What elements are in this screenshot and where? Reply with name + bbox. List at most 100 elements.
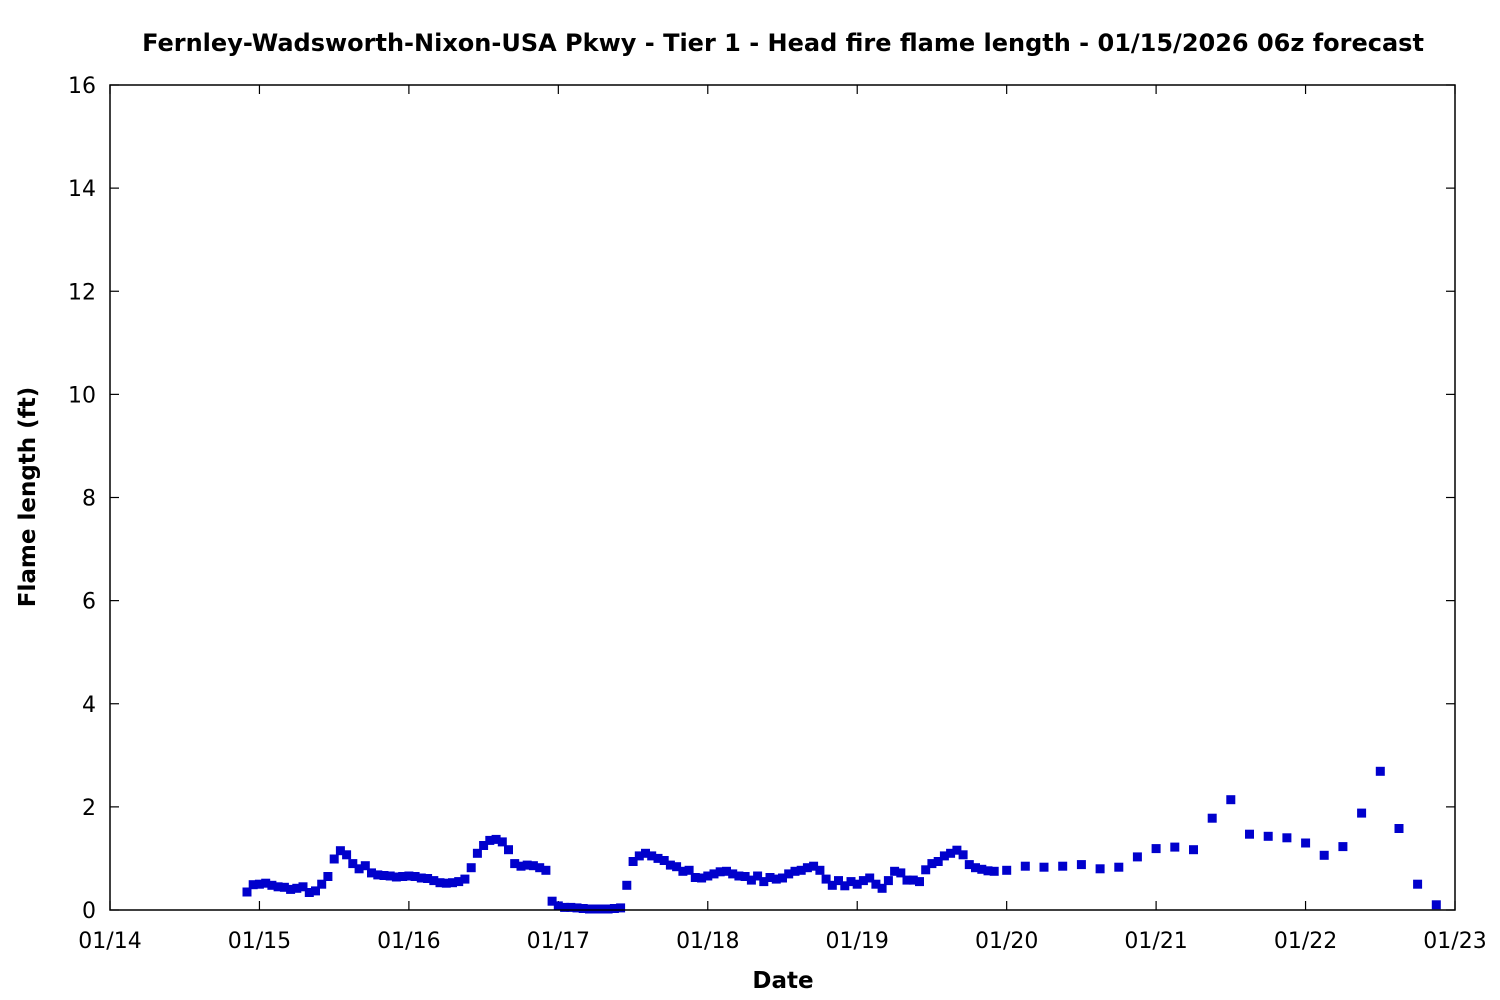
data-point <box>659 856 669 865</box>
data-point <box>709 869 719 879</box>
data-point <box>734 871 744 881</box>
data-point <box>840 881 850 891</box>
data-point <box>1207 813 1217 823</box>
x-tick-label: 01/23 <box>1423 929 1486 954</box>
data-point <box>454 877 464 887</box>
data-point <box>566 902 576 912</box>
data-point <box>1039 862 1049 872</box>
x-tick-label: 01/20 <box>975 929 1038 954</box>
data-point <box>809 861 819 871</box>
data-point <box>410 872 420 881</box>
data-point <box>634 851 644 861</box>
data-point <box>883 876 893 886</box>
data-point <box>964 860 974 870</box>
data-point <box>242 887 252 897</box>
data-point <box>616 903 626 913</box>
data-point <box>746 875 756 885</box>
data-point <box>865 873 875 883</box>
data-point <box>304 888 314 897</box>
data-point <box>1226 795 1236 805</box>
data-point <box>329 854 339 864</box>
data-point <box>1282 833 1292 843</box>
data-points <box>242 766 1441 914</box>
data-point <box>441 878 451 888</box>
data-point <box>902 875 912 885</box>
data-point <box>435 878 445 888</box>
data-point <box>802 863 812 873</box>
data-point <box>429 876 439 886</box>
x-tick-label: 01/22 <box>1274 929 1337 954</box>
data-point <box>740 872 750 881</box>
data-point <box>915 877 924 887</box>
data-point <box>753 871 763 881</box>
data-point <box>1357 808 1367 818</box>
data-point <box>877 883 887 893</box>
data-point <box>858 876 868 886</box>
data-point <box>385 871 395 881</box>
data-point <box>977 864 987 874</box>
x-tick-label: 01/19 <box>826 929 889 954</box>
data-point <box>460 874 470 884</box>
data-point <box>510 859 520 869</box>
y-tick-label: 16 <box>68 74 96 99</box>
data-point <box>323 872 333 881</box>
data-point <box>298 882 308 892</box>
x-axis-label: Date <box>752 968 813 994</box>
data-point <box>404 871 414 881</box>
data-point <box>715 867 725 877</box>
data-point <box>927 859 937 869</box>
data-point <box>647 851 657 861</box>
data-point <box>678 866 688 876</box>
data-point <box>254 879 264 889</box>
data-point <box>1338 842 1348 852</box>
data-point <box>1431 900 1441 910</box>
data-point <box>622 880 632 890</box>
data-point <box>939 851 949 861</box>
data-point <box>311 886 320 896</box>
x-tick-label: 01/15 <box>228 929 291 954</box>
data-point <box>1114 862 1124 872</box>
data-point <box>1263 831 1273 841</box>
data-point <box>553 901 563 911</box>
y-tick-label: 6 <box>82 590 96 615</box>
data-point <box>286 884 296 894</box>
data-point <box>641 848 650 858</box>
data-point <box>852 879 862 889</box>
data-point <box>373 870 383 880</box>
data-point <box>479 841 489 850</box>
data-point <box>1245 829 1254 839</box>
data-point <box>491 834 501 844</box>
x-tick-label: 01/18 <box>676 929 739 954</box>
data-point <box>367 868 376 878</box>
data-point <box>971 863 980 873</box>
data-point <box>292 883 302 893</box>
x-tick-label: 01/16 <box>377 929 440 954</box>
data-point <box>653 853 663 863</box>
data-point <box>1076 860 1086 870</box>
data-point <box>448 878 457 888</box>
data-point <box>522 860 532 870</box>
data-point <box>946 848 956 858</box>
data-point <box>516 861 526 871</box>
data-point <box>560 902 570 912</box>
y-tick-label: 2 <box>82 796 96 821</box>
y-tick-label: 8 <box>82 487 96 512</box>
data-point <box>765 873 775 882</box>
data-point <box>348 859 358 869</box>
y-tick-label: 0 <box>82 899 96 924</box>
data-point <box>578 904 588 913</box>
data-point <box>1413 879 1423 889</box>
data-point <box>628 857 638 866</box>
data-point <box>528 861 538 871</box>
x-tick-label: 01/17 <box>527 929 590 954</box>
y-axis-label: Flame length (ft) <box>15 387 41 607</box>
data-point <box>871 879 881 889</box>
data-point <box>1020 861 1030 871</box>
data-point <box>335 846 345 856</box>
data-point <box>665 860 675 870</box>
data-point <box>952 845 962 855</box>
data-point <box>1151 844 1161 854</box>
data-point <box>1132 852 1142 862</box>
data-point <box>360 861 370 871</box>
